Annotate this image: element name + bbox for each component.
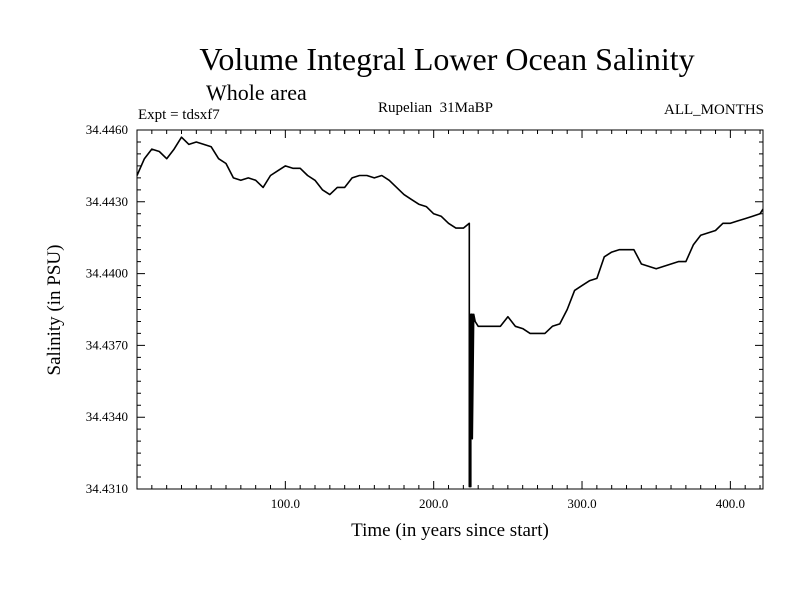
x-tick-label: 200.0 xyxy=(419,496,448,511)
period-label: Rupelian 31MaBP xyxy=(378,100,493,116)
x-tick-label: 100.0 xyxy=(271,496,300,511)
experiment-label: Expt = tdsxf7 xyxy=(138,107,220,123)
series-group xyxy=(136,136,764,488)
y-tick-label: 34.4370 xyxy=(86,337,128,352)
tick-marks xyxy=(137,129,763,490)
y-tick-label: 34.4340 xyxy=(86,409,128,424)
y-tick-label: 34.4310 xyxy=(86,481,128,496)
chart-subtitle: Whole area xyxy=(206,80,307,105)
x-tick-label: 400.0 xyxy=(716,496,745,511)
months-label: ALL_MONTHS xyxy=(664,102,764,118)
x-axis-label: Time (in years since start) xyxy=(351,520,549,541)
chart-title: Volume Integral Lower Ocean Salinity xyxy=(199,41,694,77)
y-axis-label: Salinity (in PSU) xyxy=(44,245,65,376)
plot-frame xyxy=(136,129,764,490)
y-tick-labels: 34.4310 34.4340 34.4370 34.4400 34.4430 34.44… xyxy=(86,122,128,496)
y-tick-label: 34.4430 xyxy=(86,194,128,209)
series-line-salinity xyxy=(136,136,764,488)
y-tick-label: 34.4400 xyxy=(86,266,128,281)
y-tick-label: 34.4460 xyxy=(86,122,128,137)
x-tick-labels: 100.0 200.0 300.0 400.0 xyxy=(271,496,745,511)
x-tick-label: 300.0 xyxy=(567,496,596,511)
